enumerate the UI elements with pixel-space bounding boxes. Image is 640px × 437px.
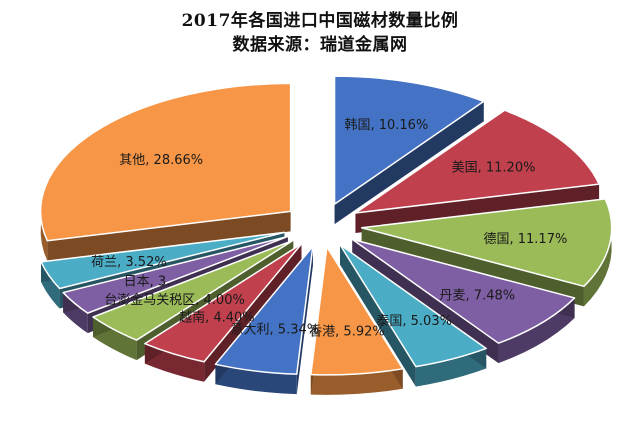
pie-slice-label: 意大利, 5.34% (231, 322, 320, 338)
pie-slice-top (92, 239, 294, 341)
pie-slice-top (333, 75, 485, 205)
pie-slice (339, 243, 487, 387)
pie-slice-label: 泰国, 5.03% (376, 314, 452, 329)
pie-slice-top (62, 235, 289, 314)
pie-slice-wall (334, 101, 484, 225)
pie-slice-top (39, 82, 292, 242)
pie-slice-wall (47, 211, 291, 261)
pie-slice-wall (339, 244, 416, 387)
pie-slice-side (415, 348, 487, 387)
pie-slice-label: 越南, 4.40% (179, 309, 255, 325)
pie-slice-top (351, 238, 576, 344)
pie-slice-label: 台澎金马关税区, 4.00% (104, 292, 245, 308)
pie-slice (333, 75, 485, 225)
pie-slice-top (310, 246, 404, 376)
pie-slice-top (144, 243, 303, 363)
pie-slice (310, 246, 404, 395)
chart-subtitle: 数据来源：瑞道金属网 (232, 35, 408, 55)
pie-slice-side (215, 364, 297, 395)
pie-slice (39, 82, 292, 261)
pie-slice-top (360, 198, 613, 288)
pie-slice-label: 荷兰, 3.52% (91, 255, 167, 270)
pie-slice-top (354, 109, 600, 214)
pie-slice-label: 美国, 11.20% (452, 161, 536, 176)
pie-slice-label: 香港, 5.92% (309, 325, 385, 340)
pie-slice-label: 日本, 3. (124, 274, 171, 289)
pie-slice-label: 丹麦, 7.48% (440, 288, 516, 303)
pie-slice (214, 245, 314, 395)
pie-slice-label: 德国, 11.17% (483, 232, 567, 247)
pie-slice-top (40, 231, 286, 290)
chart-title: 2017年各国进口中国磁材数量比例 (181, 11, 459, 31)
pie-slice-label: 其他, 28.66% (119, 153, 203, 168)
pie-slice-label: 韩国, 10.16% (344, 118, 428, 133)
pie-slice (144, 243, 303, 382)
pie-slice-top (339, 243, 487, 368)
pie-slice-top (214, 245, 314, 375)
